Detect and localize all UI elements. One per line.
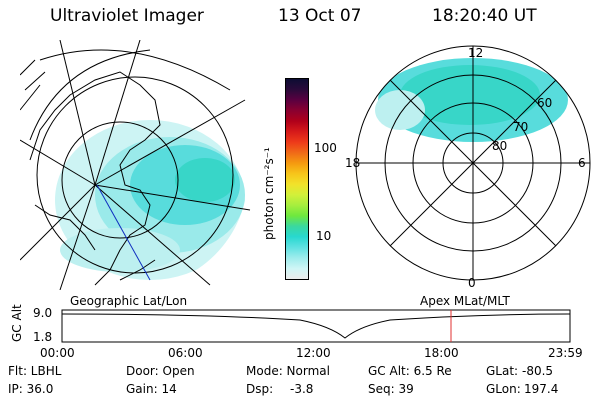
seq-readout: Seq: 39 bbox=[368, 382, 414, 396]
glon-label: GLon: bbox=[486, 382, 521, 396]
glat-label: GLat: bbox=[486, 364, 519, 378]
glat-value: -80.5 bbox=[522, 364, 554, 378]
altitude-curve bbox=[61, 313, 571, 339]
filter-readout: Flt: LBHL bbox=[8, 364, 62, 378]
timeline-frame bbox=[61, 309, 571, 343]
mode-readout: Mode: Normal bbox=[246, 364, 330, 378]
dsp-value: -3.8 bbox=[290, 382, 314, 396]
mlt-label-18: 18 bbox=[345, 156, 361, 170]
mlat-label-80: 80 bbox=[492, 139, 508, 153]
mlt-label-6: 6 bbox=[578, 156, 586, 170]
y-tick-1-8: 1.8 bbox=[33, 330, 53, 344]
geo-grid bbox=[20, 40, 251, 290]
colorbar-tick-10: 10 bbox=[316, 229, 332, 243]
gain-readout: Gain: 14 bbox=[126, 382, 177, 396]
mlt-label-12: 12 bbox=[468, 46, 484, 60]
glon-value: 197.4 bbox=[524, 382, 559, 396]
ip-readout: IP: 36.0 bbox=[8, 382, 54, 396]
polar-grid bbox=[355, 45, 591, 281]
x-tick-2359: 23:59 bbox=[548, 346, 583, 360]
date-label: 13 Oct 07 bbox=[278, 6, 362, 26]
satellite-track bbox=[96, 184, 151, 281]
x-tick-1800: 18:00 bbox=[424, 346, 459, 360]
y-tick-9: 9.0 bbox=[33, 306, 53, 320]
door-readout: Door: Open bbox=[126, 364, 195, 378]
mlat-label-60: 60 bbox=[537, 96, 553, 110]
x-tick-1200: 12:00 bbox=[296, 346, 331, 360]
colorbar bbox=[285, 78, 309, 280]
geo-aurora-fill bbox=[55, 120, 245, 280]
instrument-title: Ultraviolet Imager bbox=[50, 6, 204, 26]
time-label: 18:20:40 UT bbox=[432, 6, 537, 26]
colorbar-tick-100: 100 bbox=[314, 141, 337, 155]
mlat-label-70: 70 bbox=[513, 120, 529, 134]
mlt-label-0: 0 bbox=[468, 276, 476, 290]
geographic-label: Geographic Lat/Lon bbox=[70, 294, 188, 308]
x-tick-0000: 00:00 bbox=[40, 346, 75, 360]
x-tick-0600: 06:00 bbox=[168, 346, 203, 360]
gc-alt-axis-label: GC Alt bbox=[10, 304, 24, 342]
apex-label: Apex MLat/MLT bbox=[420, 294, 510, 308]
dsp-label: Dsp: bbox=[246, 382, 274, 396]
gc-alt-readout: GC Alt: 6.5 Re bbox=[368, 364, 452, 378]
colorbar-label: photon cm⁻²s⁻¹ bbox=[262, 147, 276, 240]
